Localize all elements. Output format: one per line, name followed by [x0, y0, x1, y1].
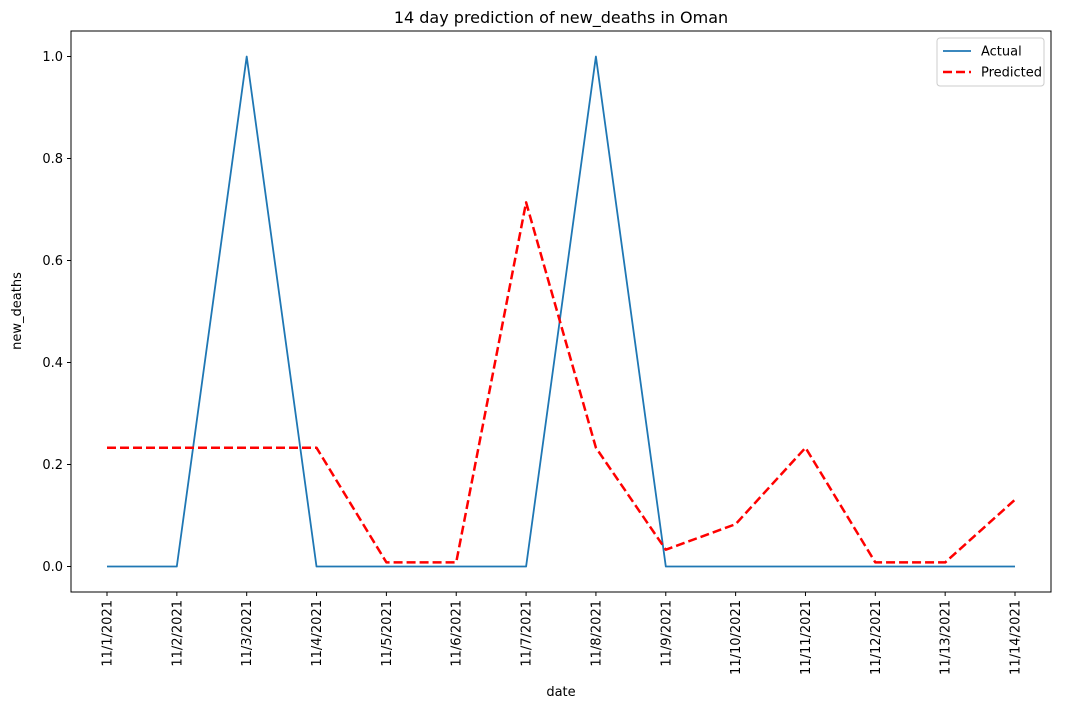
y-tick-label: 0.0 — [42, 560, 63, 575]
x-tick-label: 11/12/2021 — [869, 600, 884, 675]
x-tick-label: 11/7/2021 — [520, 600, 535, 667]
x-tick-label: 11/5/2021 — [380, 600, 395, 667]
x-tick-label: 11/4/2021 — [310, 600, 325, 667]
y-tick-label: 0.8 — [42, 152, 63, 167]
legend-label: Predicted — [981, 66, 1042, 81]
series-layer — [107, 55, 1016, 568]
legend-label: Actual — [981, 45, 1022, 60]
legend: Actual Predicted — [936, 37, 1045, 87]
y-axis-label: new_deaths — [10, 272, 25, 350]
x-tick-label: 11/2/2021 — [170, 600, 185, 667]
x-tick-label: 11/6/2021 — [450, 600, 465, 667]
chart-title: 14 day prediction of new_deaths in Oman — [394, 8, 728, 28]
y-tick-label: 0.6 — [42, 254, 63, 269]
x-axis: 11/1/2021 11/2/2021 11/3/2021 11/4/2021 11/5… — [101, 592, 1024, 675]
x-axis-label: date — [546, 685, 575, 700]
y-tick-label: 1.0 — [42, 50, 63, 65]
x-tick-label: 11/13/2021 — [939, 600, 954, 675]
y-axis: 0.0 0.2 0.4 0.6 0.8 1.0 — [42, 50, 71, 575]
x-tick-label: 11/8/2021 — [589, 600, 604, 667]
y-tick-label: 0.2 — [42, 458, 63, 473]
x-tick-label: 11/11/2021 — [799, 600, 814, 675]
x-tick-label: 11/3/2021 — [240, 600, 255, 667]
series-line-predicted — [107, 201, 1016, 564]
x-tick-label: 11/1/2021 — [101, 600, 116, 667]
plot-frame — [70, 30, 1052, 593]
series-line-actual — [107, 55, 1015, 568]
x-tick-label: 11/10/2021 — [729, 600, 744, 675]
legend-box — [936, 37, 1045, 87]
x-tick-label: 11/9/2021 — [659, 600, 674, 667]
x-tick-label: 11/14/2021 — [1009, 600, 1024, 675]
y-tick-label: 0.4 — [42, 356, 63, 371]
